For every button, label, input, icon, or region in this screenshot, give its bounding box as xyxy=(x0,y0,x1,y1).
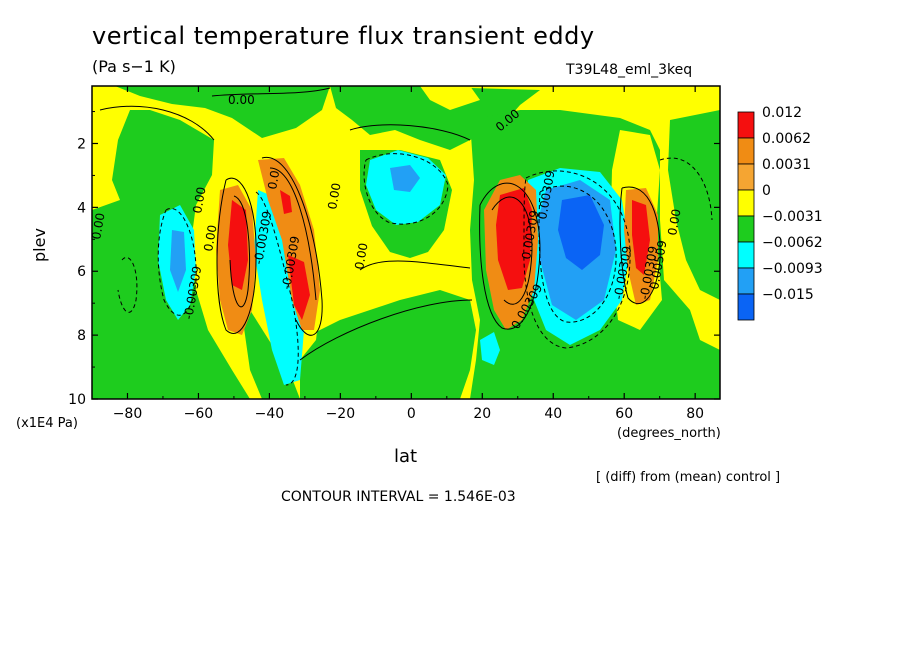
contour-line xyxy=(523,170,631,349)
y-tick-label: 6 xyxy=(77,264,86,280)
lblue-eq-upper xyxy=(390,165,420,192)
contour-label: 0.00 xyxy=(201,224,219,253)
x-axis-label: lat xyxy=(394,446,418,467)
contour-line xyxy=(269,167,317,301)
contour-label: 0.00 xyxy=(352,242,370,271)
legend-swatch xyxy=(737,293,755,321)
legend-swatch xyxy=(737,241,755,269)
legend-swatch xyxy=(737,137,755,165)
contour-line xyxy=(216,177,257,334)
x-tick-label: 0 xyxy=(407,406,416,422)
legend-label: −0.0093 xyxy=(762,261,823,277)
contour-line xyxy=(255,191,299,386)
contour-line xyxy=(359,260,471,271)
red-north-32 xyxy=(496,188,532,290)
green-region-far-right xyxy=(668,110,720,300)
contour-line xyxy=(538,185,617,323)
contour-line xyxy=(157,207,197,316)
plot-area: 0.000.000.00 0.000.000.000.00 0.00-0.00309… xyxy=(89,86,720,399)
x-tick-label: −20 xyxy=(326,406,356,422)
chart-title: vertical temperature flux transient eddy xyxy=(92,22,595,50)
contour-label: 0.00 xyxy=(89,212,107,241)
x-tick-label: 60 xyxy=(615,406,633,422)
legend-label: −0.0031 xyxy=(762,209,823,225)
legend-label: 0.012 xyxy=(762,105,802,121)
legend-label: 0 xyxy=(762,183,771,199)
contour-label: 0.00 xyxy=(665,208,683,237)
y-tick-label: 8 xyxy=(77,328,86,344)
x-tick-label: −60 xyxy=(184,406,214,422)
contour-line xyxy=(619,186,661,304)
contour-line xyxy=(349,124,471,141)
yellow-break-top xyxy=(420,86,480,110)
x-tick-label: −40 xyxy=(255,406,285,422)
red-south-47 xyxy=(228,200,248,290)
contour-line xyxy=(117,257,138,313)
green-region-lower-mid xyxy=(300,290,476,399)
contour-line xyxy=(229,195,250,308)
red-south-30 xyxy=(288,255,310,320)
y-tick-label: 10 xyxy=(68,392,86,408)
cyan-south-38 xyxy=(254,190,304,385)
y-tick-label: 2 xyxy=(77,136,86,152)
legend-swatch xyxy=(737,111,755,139)
contour-line xyxy=(211,87,331,97)
dblue-north-48 xyxy=(558,195,604,270)
y-axis-units: (x1E4 Pa) xyxy=(16,416,78,431)
red-south-35-top xyxy=(280,190,292,214)
diff-note: [ (diff) from (mean) control ] xyxy=(596,470,781,485)
y-tick-label: 4 xyxy=(77,200,86,216)
contour-line xyxy=(261,156,323,336)
x-tick-label: 40 xyxy=(544,406,562,422)
contour-line xyxy=(491,196,533,305)
x-tick-label: 20 xyxy=(473,406,491,422)
contour-line xyxy=(479,182,541,330)
contour-interval: CONTOUR INTERVAL = 1.546E-03 xyxy=(281,489,516,505)
legend-swatch xyxy=(737,163,755,191)
x-axis-units: (degrees_north) xyxy=(617,426,721,441)
lblue-south-70 xyxy=(170,230,186,292)
chart-units: (Pa s−1 K) xyxy=(92,57,176,76)
legend-label: −0.015 xyxy=(762,287,814,303)
legend-swatch xyxy=(737,215,755,243)
contour-label: 0.00 xyxy=(228,93,255,107)
contour-label: 0.0 xyxy=(265,169,282,190)
x-tick-label: 80 xyxy=(686,406,704,422)
contour-line xyxy=(99,105,215,141)
legend-swatch xyxy=(737,267,755,295)
legend-swatch xyxy=(737,189,755,217)
contour-line xyxy=(659,157,713,221)
green-region-center-top xyxy=(330,86,540,150)
plot-frame xyxy=(91,85,721,400)
legend-label: 0.0031 xyxy=(762,157,811,173)
contour-label: 0.00 xyxy=(325,182,343,211)
x-tick-label: −80 xyxy=(113,406,143,422)
run-label: T39L48_eml_3keq xyxy=(566,62,693,78)
legend-label: 0.0062 xyxy=(762,131,811,147)
contour-label: 0.00 xyxy=(190,186,208,215)
contour-line xyxy=(299,299,473,361)
yellow-break-center xyxy=(350,255,470,300)
legend-label: −0.0062 xyxy=(762,235,823,251)
green-region-top-left xyxy=(115,86,330,138)
cyan-north-23 xyxy=(480,332,500,365)
contour-line xyxy=(363,153,449,225)
red-north-64 xyxy=(632,200,650,275)
